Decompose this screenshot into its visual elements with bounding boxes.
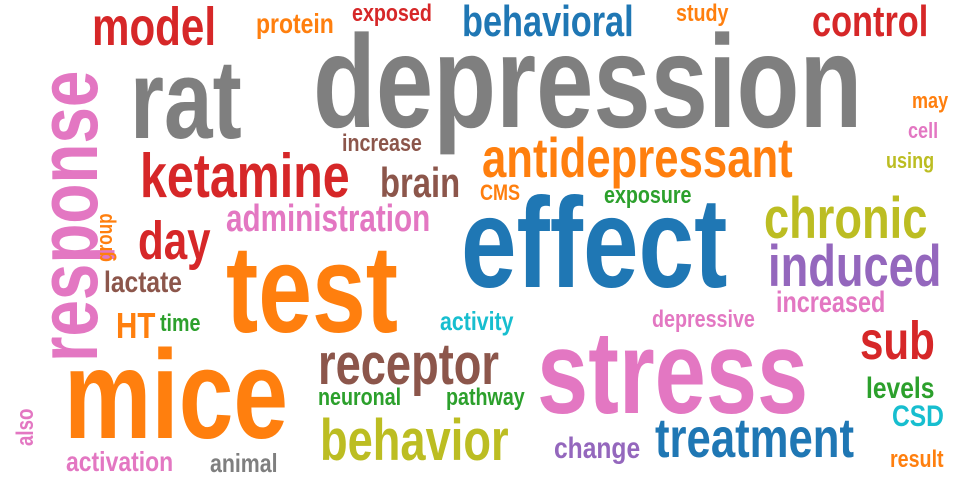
word-administration: administration [226, 198, 431, 240]
word-rat: rat [130, 37, 242, 162]
word-group: group [92, 213, 117, 262]
word-time: time [160, 310, 201, 337]
word-mice: mice [64, 324, 289, 465]
word-stress: stress [537, 307, 809, 439]
word-increase: increase [342, 130, 422, 157]
word-may: may [912, 88, 949, 113]
word-sub: sub [860, 311, 935, 371]
word-depression: depression [313, 8, 863, 155]
word-using: using [886, 148, 935, 173]
word-brain: brain [380, 159, 461, 206]
word-antidepressant: antidepressant [482, 126, 793, 189]
word-depressive: depressive [652, 306, 755, 333]
word-behavior: behavior [320, 408, 509, 473]
word-induced: induced [768, 234, 942, 299]
word-activity: activity [440, 306, 514, 336]
word-study: study [676, 0, 729, 27]
word-day: day [138, 211, 211, 271]
word-receptor: receptor [318, 332, 500, 397]
word-ketamine: ketamine [140, 142, 350, 211]
word-csd: CSD [892, 400, 944, 433]
word-result: result [890, 446, 944, 473]
word-levels: levels [866, 372, 935, 405]
word-lactate: lactate [104, 266, 182, 299]
word-behavioral: behavioral [462, 0, 634, 46]
word-neuronal: neuronal [318, 384, 402, 411]
word-treatment: treatment [655, 406, 855, 469]
word-also: also [12, 408, 39, 446]
word-increased: increased [776, 286, 886, 319]
word-cms: CMS [480, 180, 521, 205]
word-change: change [554, 432, 641, 465]
word-chronic: chronic [764, 186, 928, 251]
word-exposed: exposed [352, 0, 432, 27]
word-cell: cell [908, 118, 939, 143]
word-protein: protein [256, 8, 334, 39]
word-model: model [92, 0, 217, 57]
word-activation: activation [66, 446, 174, 477]
word-effect: effect [461, 172, 728, 315]
word-animal: animal [210, 448, 278, 478]
word-test: test [226, 221, 399, 359]
word-ht: HT [116, 305, 156, 346]
word-pathway: pathway [446, 384, 525, 411]
word-exposure: exposure [604, 182, 692, 209]
word-control: control [812, 0, 929, 46]
